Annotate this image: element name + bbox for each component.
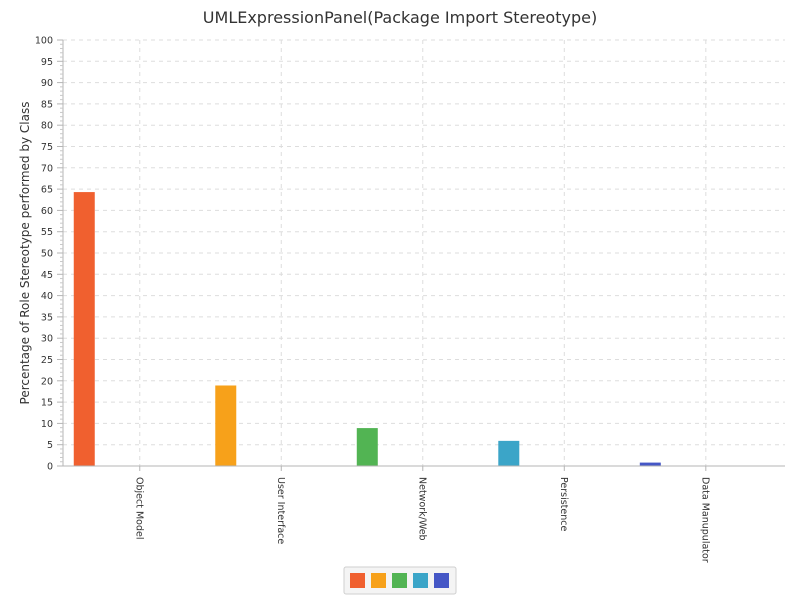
chart-title: UMLExpressionPanel(Package Import Stereo… <box>203 8 597 27</box>
y-tick-label: 60 <box>41 206 53 217</box>
bar <box>639 462 661 466</box>
x-tick-label: Object Model <box>133 477 144 539</box>
legend-swatch <box>413 573 428 588</box>
bar <box>73 192 95 466</box>
legend-swatch <box>350 573 365 588</box>
bars <box>73 192 661 466</box>
y-tick-label: 100 <box>35 36 53 47</box>
y-tick-label: 95 <box>41 57 53 68</box>
y-tick-label: 45 <box>41 270 53 281</box>
y-tick-label: 65 <box>41 185 53 196</box>
y-axis-ticks: 0 5 10 15 20 25 30 35 40 45 50 55 60 65 70 75 80 85 90 95 10… <box>35 36 63 473</box>
y-axis-label: Percentage of Role Stereotype performed … <box>18 102 32 405</box>
y-tick-label: 90 <box>41 78 53 89</box>
bar <box>356 428 378 466</box>
y-tick-label: 5 <box>47 440 53 451</box>
x-tick-label: Network/Web <box>416 477 427 541</box>
y-tick-label: 10 <box>41 419 53 430</box>
y-tick-label: 80 <box>41 121 53 132</box>
legend-swatch <box>392 573 407 588</box>
y-tick-label: 0 <box>47 462 53 473</box>
y-tick-label: 40 <box>41 291 53 302</box>
x-tick-label: Data Manupulator <box>699 477 710 563</box>
x-axis-ticks: Object Model User Interface Network/Web Per… <box>133 466 710 563</box>
y-tick-label: 50 <box>41 249 53 260</box>
bar <box>215 385 237 466</box>
x-tick-label: User Interface <box>275 477 286 544</box>
y-tick-label: 85 <box>41 99 53 110</box>
y-tick-label: 15 <box>41 398 53 409</box>
y-tick-label: 35 <box>41 312 53 323</box>
x-tick-label: Persistence <box>558 477 569 531</box>
bar <box>498 440 520 466</box>
y-tick-label: 70 <box>41 163 53 174</box>
legend-swatch <box>371 573 386 588</box>
y-tick-label: 25 <box>41 355 53 366</box>
y-tick-label: 55 <box>41 227 53 238</box>
y-tick-label: 75 <box>41 142 53 153</box>
grid-lines <box>63 39 785 466</box>
legend <box>343 566 457 595</box>
legend-swatch <box>434 573 449 588</box>
y-tick-label: 20 <box>41 376 53 387</box>
y-tick-label: 30 <box>41 334 53 345</box>
